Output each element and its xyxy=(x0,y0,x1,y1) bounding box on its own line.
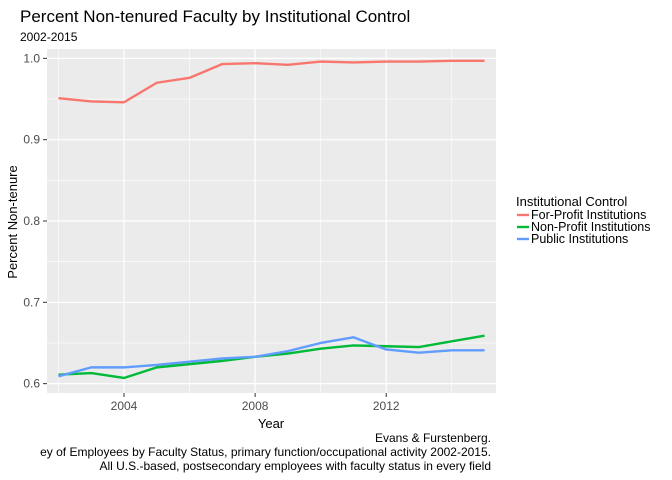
caption-line-1: Evans & Furstenberg. xyxy=(375,431,491,445)
chart-title: Percent Non-tenured Faculty by Instituti… xyxy=(20,7,410,26)
legend-label-1: Non-Profit Institutions xyxy=(531,220,651,234)
legend-label-2: Public Institutions xyxy=(531,232,628,246)
x-tick-label: 2008 xyxy=(242,399,269,413)
caption: Evans & Furstenberg. ey of Employees by … xyxy=(40,431,491,473)
legend-title: Institutional Control xyxy=(516,194,627,209)
chart-subtitle: 2002-2015 xyxy=(20,30,78,44)
series-line-2 xyxy=(58,336,485,378)
series-lines xyxy=(58,59,485,380)
caption-line-3: All U.S.-based, postsecondary employees … xyxy=(99,459,491,473)
legend: Institutional Control For-Profit Institu… xyxy=(516,194,651,246)
legend-label-0: For-Profit Institutions xyxy=(531,208,646,222)
x-tick-label: 2012 xyxy=(373,399,400,413)
series-line-1 xyxy=(58,334,485,380)
y-tick-label: 0.9 xyxy=(23,133,40,147)
y-axis-title: Percent Non-tenure xyxy=(5,165,20,278)
y-tick-label: 0.7 xyxy=(23,295,40,309)
y-axis: 0.6 0.7 0.8 0.9 1.0 xyxy=(23,51,47,391)
x-axis-title: Year xyxy=(258,416,285,431)
x-axis: 2004 2008 2012 xyxy=(111,393,400,413)
y-tick-label: 0.8 xyxy=(23,214,40,228)
y-tick-label: 1.0 xyxy=(23,51,40,65)
caption-line-2: ey of Employees by Faculty Status, prima… xyxy=(40,445,491,459)
series-line-0 xyxy=(58,59,485,104)
x-tick-label: 2004 xyxy=(111,399,138,413)
y-tick-label: 0.6 xyxy=(23,377,40,391)
major-gridlines xyxy=(47,49,496,393)
